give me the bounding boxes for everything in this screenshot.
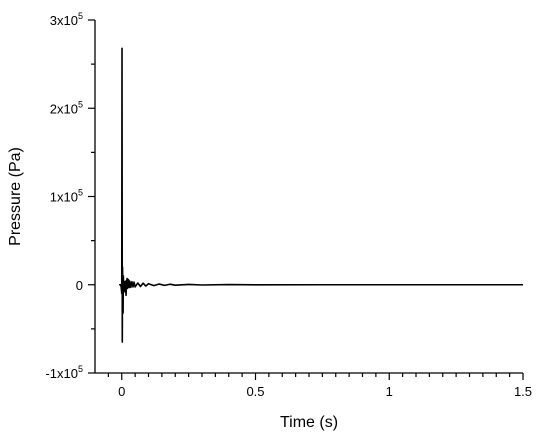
y-tick-label: 2x105 <box>50 99 83 116</box>
x-tick-label: 1 <box>386 384 393 399</box>
tick-labels: 0 0.5 1 1.5 -1x105 0 1x105 2x105 3x105 <box>45 11 532 399</box>
major-ticks <box>88 19 524 380</box>
x-tick-label: 0 <box>118 384 125 399</box>
y-tick-label: -1x105 <box>45 364 83 381</box>
x-axis-title: Time (s) <box>280 414 338 431</box>
y-tick-label: 3x105 <box>50 11 83 28</box>
x-tick-label: 1.5 <box>514 384 532 399</box>
pressure-series-line <box>119 47 523 343</box>
x-tick-label: 0.5 <box>246 384 264 399</box>
y-tick-label: 0 <box>76 278 83 293</box>
y-axis-title: Pressure (Pa) <box>7 147 24 246</box>
y-tick-label: 1x105 <box>50 188 83 205</box>
minor-ticks <box>91 63 511 377</box>
